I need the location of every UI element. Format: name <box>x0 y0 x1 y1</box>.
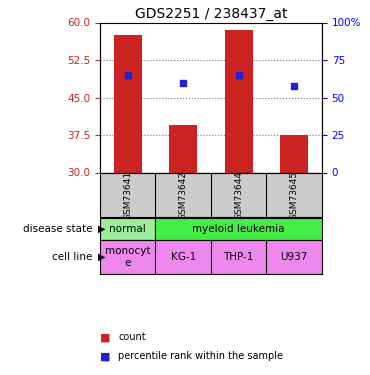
Text: cell line: cell line <box>52 252 92 262</box>
Bar <box>280 135 308 172</box>
Point <box>291 82 297 88</box>
Text: normal: normal <box>109 224 146 234</box>
Bar <box>169 125 197 172</box>
Bar <box>114 35 142 172</box>
Point <box>125 72 131 78</box>
Point <box>236 72 242 78</box>
Text: U937: U937 <box>280 252 308 262</box>
Text: myeloid leukemia: myeloid leukemia <box>192 224 285 234</box>
Text: GSM73645: GSM73645 <box>290 170 299 220</box>
Text: ▶: ▶ <box>98 224 105 234</box>
Text: ■: ■ <box>100 351 110 361</box>
Text: GSM73641: GSM73641 <box>123 170 132 220</box>
Text: percentile rank within the sample: percentile rank within the sample <box>118 351 283 361</box>
Title: GDS2251 / 238437_at: GDS2251 / 238437_at <box>135 8 287 21</box>
Text: GSM73644: GSM73644 <box>234 171 243 219</box>
Text: KG-1: KG-1 <box>171 252 196 262</box>
Text: count: count <box>118 333 146 342</box>
Text: THP-1: THP-1 <box>223 252 254 262</box>
Text: ▶: ▶ <box>98 252 105 262</box>
Point <box>180 80 186 86</box>
Text: disease state: disease state <box>23 224 92 234</box>
Text: GSM73642: GSM73642 <box>179 171 188 219</box>
Bar <box>225 30 252 172</box>
Text: monocyt
e: monocyt e <box>105 246 150 268</box>
Text: ■: ■ <box>100 333 110 342</box>
